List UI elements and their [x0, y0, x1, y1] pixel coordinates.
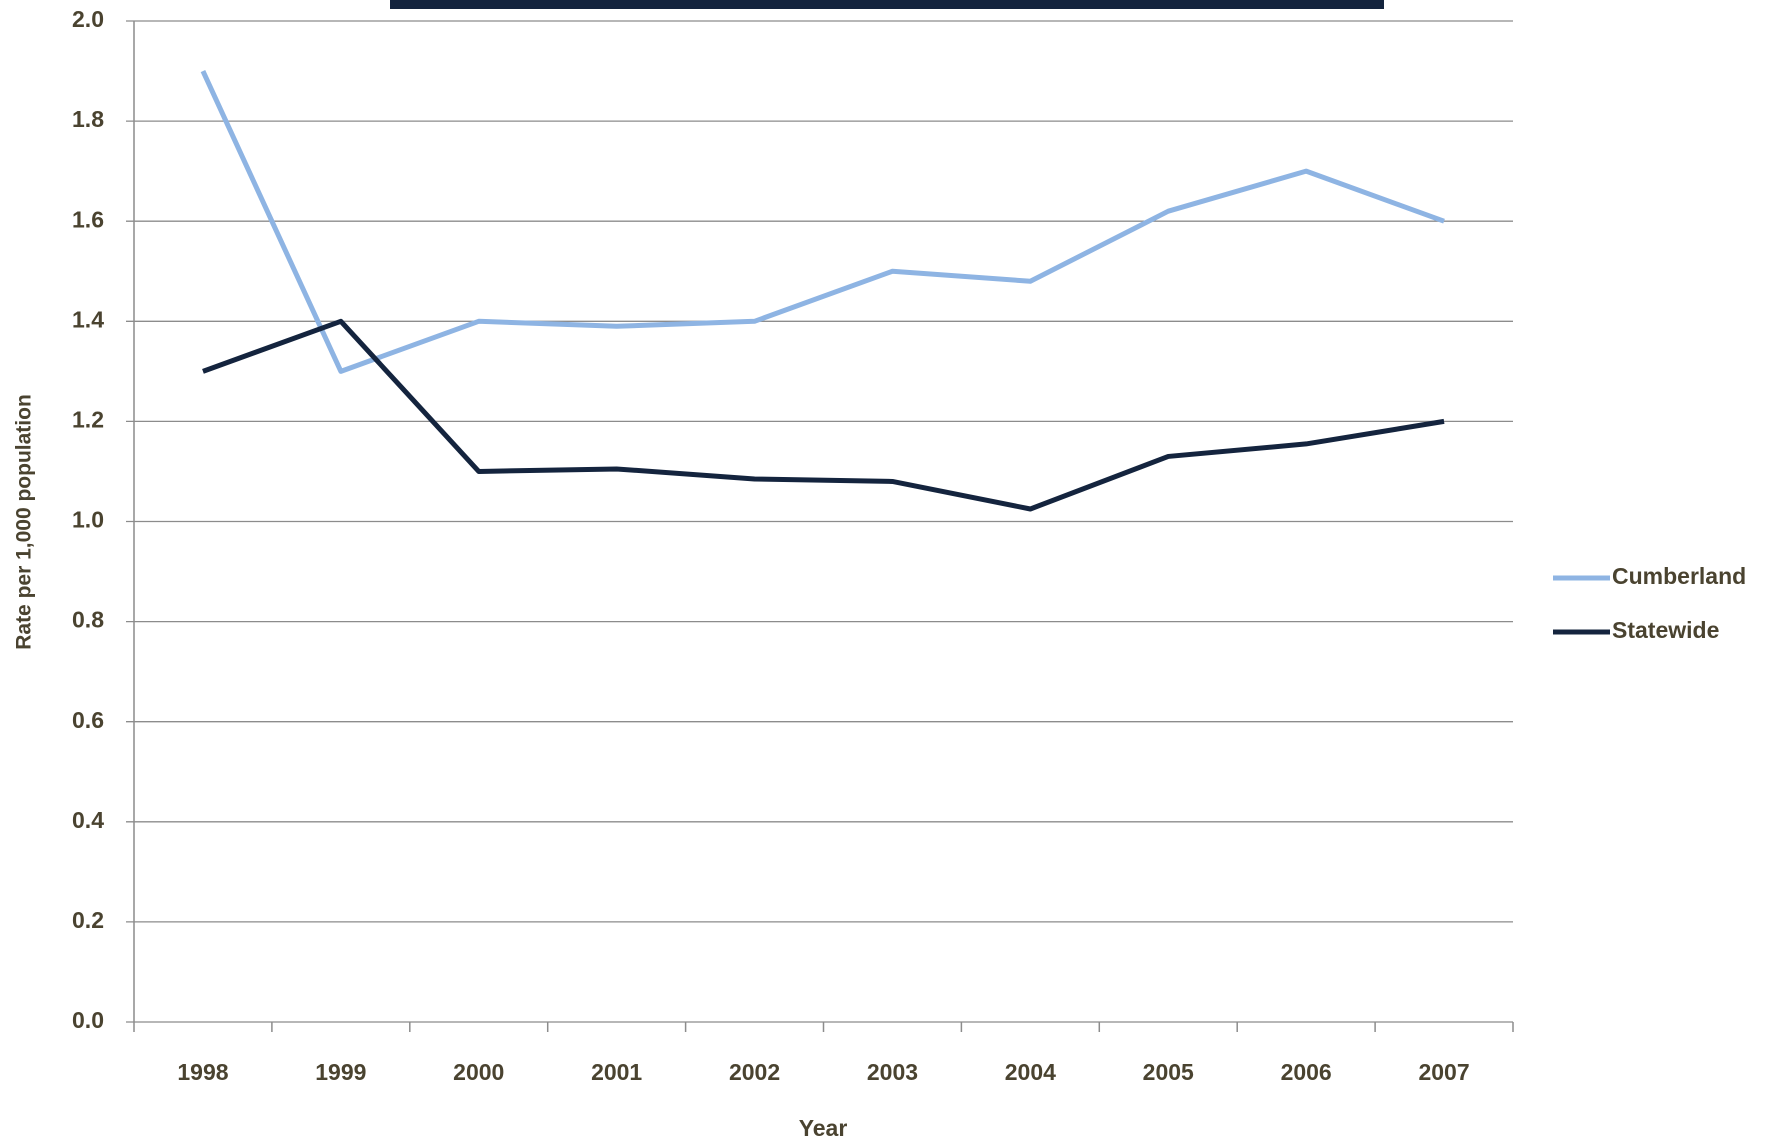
legend-label: Cumberland — [1612, 563, 1746, 589]
y-tick-label: 2.0 — [72, 6, 104, 32]
x-tick-label: 2005 — [1143, 1059, 1194, 1085]
legend-label: Statewide — [1612, 617, 1719, 643]
x-tick-label: 2002 — [729, 1059, 780, 1085]
y-tick-label: 1.6 — [72, 206, 104, 232]
x-tick-label: 2006 — [1281, 1059, 1332, 1085]
x-tick-label: 2004 — [1005, 1059, 1056, 1085]
x-tick-label: 2001 — [591, 1059, 642, 1085]
x-tick-label: 2000 — [453, 1059, 504, 1085]
x-axis-label: Year — [799, 1115, 848, 1141]
y-axis-label: Rate per 1,000 population — [13, 394, 36, 650]
series-line — [200, 70, 1445, 374]
y-tick-label: 0.8 — [72, 607, 104, 633]
y-tick-label: 0.4 — [72, 807, 104, 833]
x-tick-label: 2003 — [867, 1059, 918, 1085]
y-tick-label: 0.6 — [72, 707, 104, 733]
y-tick-label: 1.4 — [72, 306, 104, 332]
y-tick-label: 1.0 — [72, 507, 104, 533]
x-tick-label: 1999 — [315, 1059, 366, 1085]
y-tick-label: 0.0 — [72, 1007, 104, 1033]
x-tick-label: 1998 — [177, 1059, 228, 1085]
y-tick-label: 1.2 — [72, 406, 104, 432]
y-tick-label: 0.2 — [72, 907, 104, 933]
series-line — [202, 318, 1445, 512]
y-tick-label: 1.8 — [72, 106, 104, 132]
x-tick-label: 2007 — [1418, 1059, 1469, 1085]
title-banner — [390, 0, 1384, 9]
